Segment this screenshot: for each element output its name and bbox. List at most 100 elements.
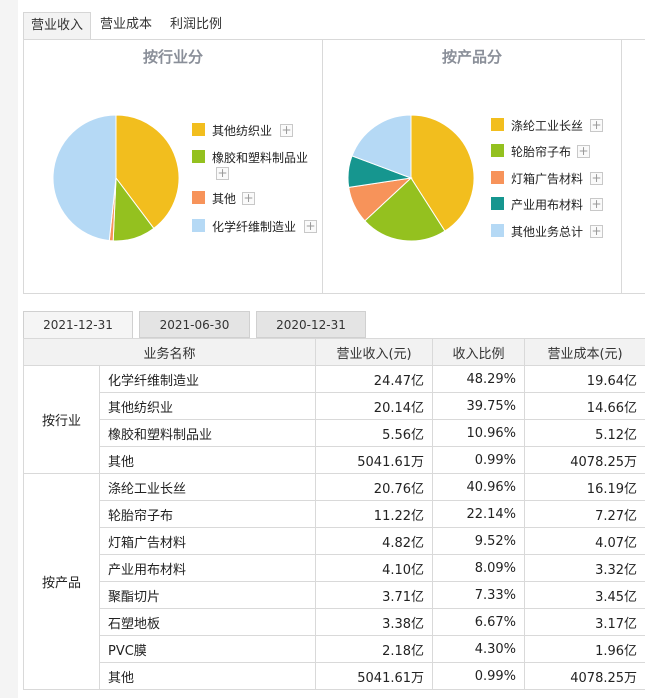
legend-label: 轮胎帘子布 bbox=[511, 145, 572, 159]
col-header: 营业成本(元) bbox=[524, 338, 645, 366]
ratio-cell: 7.33% bbox=[432, 581, 526, 609]
ratio-cell: 8.09% bbox=[432, 554, 526, 582]
cost-cell: 4078.25万 bbox=[524, 446, 645, 474]
ratio-cell: 39.75% bbox=[432, 392, 526, 420]
cost-cell: 3.32亿 bbox=[524, 554, 645, 582]
table-header-row: 业务名称 营业收入(元) 收入比例 营业成本(元) bbox=[22, 338, 645, 366]
table-row: PVC膜 2.18亿 4.30% 1.96亿 bbox=[24, 635, 645, 663]
table-row: 其他 5041.61万 0.99% 4078.25万 bbox=[24, 446, 645, 474]
table-row: 其他纺织业 20.14亿 39.75% 14.66亿 bbox=[24, 392, 645, 420]
table-row: 轮胎帘子布 11.22亿 22.14% 7.27亿 bbox=[24, 500, 645, 528]
date-tab[interactable]: 2021-06-30 bbox=[139, 311, 250, 338]
tab-revenue[interactable]: 营业收入 bbox=[23, 12, 91, 40]
ratio-cell: 22.14% bbox=[432, 500, 526, 528]
legend-label: 其他业务总计 bbox=[511, 225, 584, 239]
table-row: 聚酯切片 3.71亿 7.33% 3.45亿 bbox=[24, 581, 645, 609]
cost-cell: 16.19亿 bbox=[524, 473, 645, 501]
table-row: 橡胶和塑料制品业 5.56亿 10.96% 5.12亿 bbox=[24, 419, 645, 447]
business-name: 其他纺织业 bbox=[98, 392, 317, 420]
cost-cell: 3.45亿 bbox=[524, 581, 645, 609]
expand-plus-icon[interactable]: + bbox=[242, 191, 255, 205]
legend-swatch bbox=[491, 118, 504, 131]
metric-tabs: 营业收入 营业成本 利润比例 bbox=[23, 12, 645, 40]
legend-label: 灯箱广告材料 bbox=[511, 172, 584, 186]
cost-cell: 14.66亿 bbox=[524, 392, 645, 420]
cost-cell: 3.17亿 bbox=[524, 608, 645, 636]
tab-profit-ratio[interactable]: 利润比例 bbox=[169, 17, 222, 32]
ratio-cell: 40.96% bbox=[432, 473, 526, 501]
business-name: 石塑地板 bbox=[98, 608, 317, 636]
cost-cell: 7.27亿 bbox=[524, 500, 645, 528]
panel-title: 按产品分 bbox=[441, 48, 502, 66]
ratio-cell: 10.96% bbox=[432, 419, 526, 447]
panel-title: 按行业分 bbox=[142, 48, 203, 66]
date-tab[interactable]: 2021-12-31 bbox=[23, 311, 133, 338]
legend-label: 其他纺织业 bbox=[212, 124, 273, 138]
ratio-cell: 0.99% bbox=[432, 662, 526, 690]
revenue-cell: 4.10亿 bbox=[315, 554, 434, 582]
revenue-cell: 4.82亿 bbox=[315, 527, 434, 555]
ratio-cell: 9.52% bbox=[432, 527, 526, 555]
business-name: PVC膜 bbox=[98, 635, 317, 663]
expand-plus-icon[interactable]: + bbox=[590, 118, 603, 132]
legend-swatch bbox=[192, 123, 205, 136]
legend-swatch bbox=[491, 224, 504, 237]
col-header: 营业收入(元) bbox=[315, 338, 434, 366]
revenue-cell: 24.47亿 bbox=[315, 365, 434, 393]
business-name: 其他 bbox=[98, 446, 317, 474]
business-name: 涤纶工业长丝 bbox=[98, 473, 317, 501]
revenue-cell: 20.14亿 bbox=[315, 392, 434, 420]
legend-swatch bbox=[192, 150, 205, 163]
ratio-cell: 48.29% bbox=[432, 365, 526, 393]
legend-label: 橡胶和塑料制品业 bbox=[212, 151, 309, 165]
ratio-cell: 0.99% bbox=[432, 446, 526, 474]
expand-plus-icon[interactable]: + bbox=[590, 197, 603, 211]
col-header: 收入比例 bbox=[432, 338, 526, 366]
revenue-cell: 5041.61万 bbox=[315, 446, 434, 474]
industry-panel: 按行业分 其他纺织业 + 橡胶和塑料制品业 + 其他 + 化学纤维制造业 + bbox=[23, 39, 323, 294]
cost-cell: 1.96亿 bbox=[524, 635, 645, 663]
cost-cell: 4.07亿 bbox=[524, 527, 645, 555]
legend-swatch bbox=[491, 144, 504, 157]
pie-slice[interactable] bbox=[364, 177, 446, 242]
business-name: 其他 bbox=[98, 662, 317, 690]
legend-swatch bbox=[192, 191, 205, 204]
cost-cell: 4078.25万 bbox=[524, 662, 645, 690]
product-panel: 按产品分 涤纶工业长丝 + 轮胎帘子布 + 灯箱广告材料 + 产业用布材料 + … bbox=[322, 39, 622, 294]
table-row: 其他 5041.61万 0.99% 4078.25万 bbox=[24, 662, 645, 690]
expand-plus-icon[interactable]: + bbox=[590, 171, 603, 185]
expand-plus-icon[interactable]: + bbox=[577, 144, 590, 158]
left-edge-strip bbox=[0, 0, 18, 698]
expand-plus-icon[interactable]: + bbox=[280, 123, 293, 137]
table-row: 按产品 涤纶工业长丝 20.76亿 40.96% 16.19亿 bbox=[23, 473, 645, 690]
table-row: 产业用布材料 4.10亿 8.09% 3.32亿 bbox=[24, 554, 645, 582]
business-name: 化学纤维制造业 bbox=[98, 365, 317, 393]
business-name: 轮胎帘子布 bbox=[98, 500, 317, 528]
revenue-cell: 20.76亿 bbox=[315, 473, 434, 501]
business-name: 橡胶和塑料制品业 bbox=[98, 419, 317, 447]
revenue-cell: 11.22亿 bbox=[315, 500, 434, 528]
business-name: 聚酯切片 bbox=[98, 581, 317, 609]
tab-cost[interactable]: 营业成本 bbox=[99, 17, 152, 32]
expand-plus-icon[interactable]: + bbox=[304, 219, 317, 233]
legend-label: 产业用布材料 bbox=[511, 198, 584, 212]
date-tab[interactable]: 2020-12-31 bbox=[256, 311, 366, 338]
third-panel-edge bbox=[621, 39, 645, 294]
pie-slice[interactable] bbox=[115, 114, 180, 230]
pie-slice[interactable] bbox=[52, 114, 117, 242]
revenue-cell: 2.18亿 bbox=[315, 635, 434, 663]
group-label: 按行业 bbox=[23, 365, 100, 474]
expand-plus-icon[interactable]: + bbox=[590, 224, 603, 238]
ratio-cell: 4.30% bbox=[432, 635, 526, 663]
expand-plus-icon[interactable]: + bbox=[216, 166, 229, 180]
business-name: 灯箱广告材料 bbox=[98, 527, 317, 555]
table-row: 石塑地板 3.38亿 6.67% 3.17亿 bbox=[24, 608, 645, 636]
legend-label: 化学纤维制造业 bbox=[212, 220, 297, 234]
legend-swatch bbox=[192, 219, 205, 232]
legend-label: 其他 bbox=[212, 192, 237, 206]
group-label: 按产品 bbox=[23, 473, 100, 690]
industry-pie-chart bbox=[52, 114, 180, 242]
legend-swatch bbox=[491, 171, 504, 184]
cost-cell: 5.12亿 bbox=[524, 419, 645, 447]
pie-slice[interactable] bbox=[351, 114, 412, 179]
